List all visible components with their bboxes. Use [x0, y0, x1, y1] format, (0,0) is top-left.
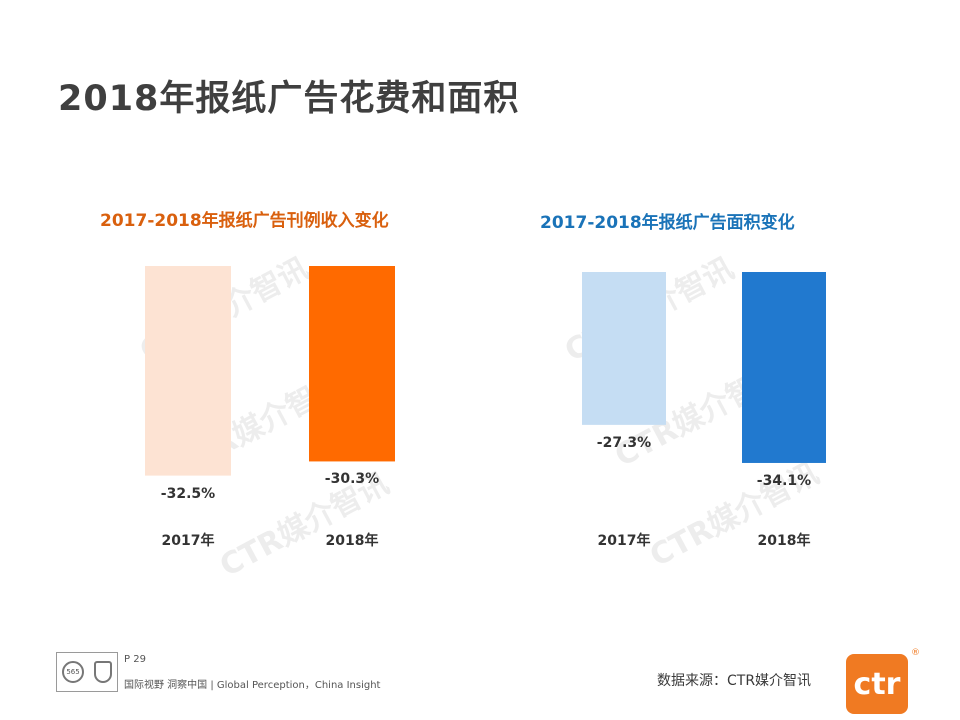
category-label: 2017年 [161, 533, 215, 549]
category-label: 2017年 [597, 533, 651, 549]
shield-icon [94, 661, 112, 683]
page-number: P 29 [124, 654, 146, 665]
chart-plot [582, 272, 826, 463]
footer-branding: 565 P 29 国际视野 洞察中国 | Global Perception，C… [56, 652, 396, 692]
data-source: 数据来源：CTR媒介智讯 [657, 673, 812, 689]
page-title: 2018年报纸广告花费和面积 [58, 79, 520, 119]
chart-plot [145, 266, 395, 476]
bar-2018 [742, 272, 826, 463]
data-label: -34.1% [756, 472, 812, 489]
data-label: -27.3% [596, 434, 652, 451]
logo-text: ctr [853, 666, 901, 702]
data-label: -30.3% [324, 471, 380, 488]
registered-mark: ® [911, 648, 920, 658]
chart-title: 2017-2018年报纸广告刊例收入变化 [100, 211, 389, 231]
slogan: 国际视野 洞察中国 | Global Perception，China Insi… [124, 680, 381, 691]
certification-icon: 565 [62, 661, 84, 683]
bar-2017 [582, 272, 666, 425]
category-label: 2018年 [325, 533, 379, 549]
data-label: -32.5% [160, 485, 216, 502]
ctr-logo: ctr [846, 654, 908, 714]
cert-number: 565 [66, 668, 80, 676]
chart-title: 2017-2018年报纸广告面积变化 [540, 213, 795, 233]
bar-2017 [145, 266, 231, 476]
bar-2018 [309, 266, 395, 462]
category-label: 2018年 [757, 533, 811, 549]
revenue-change-chart: 2017-2018年报纸广告刊例收入变化 -32.5% 2017年 -30.3% 20… [100, 200, 420, 560]
certification-badge: 565 [56, 652, 118, 692]
area-change-chart: 2017-2018年报纸广告面积变化 -27.3% 2017年 -34.1% 2018… [540, 200, 860, 560]
